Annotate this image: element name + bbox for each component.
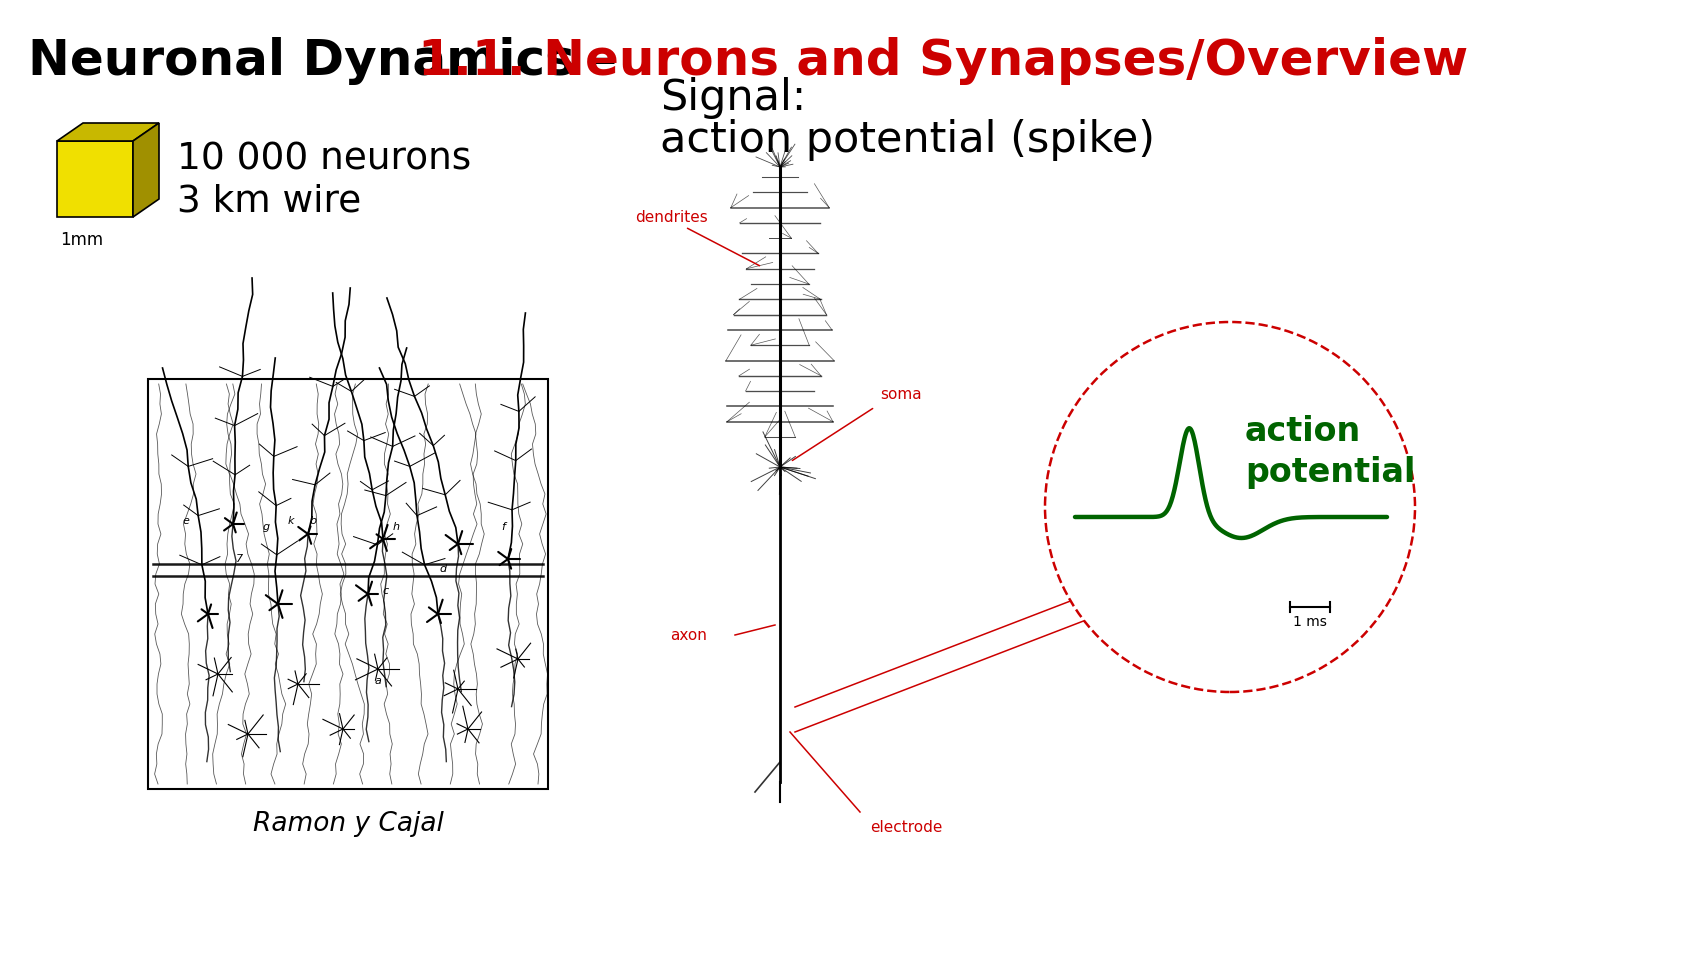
Text: 1mm: 1mm [60, 231, 104, 249]
Text: axon: axon [670, 628, 708, 642]
Text: a: a [374, 676, 381, 686]
Bar [148, 379, 548, 789]
Text: electrode: electrode [869, 820, 942, 835]
Text: e: e [182, 516, 189, 526]
Text: b: b [310, 516, 316, 526]
Text: 3 km wire: 3 km wire [177, 183, 361, 219]
Text: d: d [439, 564, 447, 574]
Polygon shape [58, 123, 158, 141]
Polygon shape [133, 123, 158, 217]
Text: dendrites: dendrites [634, 210, 708, 225]
Text: f: f [502, 522, 505, 532]
Text: action potential (spike): action potential (spike) [660, 119, 1155, 161]
Polygon shape [58, 141, 133, 217]
Text: Signal:: Signal: [660, 77, 806, 119]
Circle shape [1044, 322, 1415, 692]
Text: c: c [383, 586, 390, 596]
Text: g: g [262, 522, 269, 532]
Text: Ramon y Cajal: Ramon y Cajal [252, 811, 444, 837]
Text: action
potential: action potential [1245, 415, 1415, 489]
Text: Neuronal Dynamics –: Neuronal Dynamics – [27, 37, 634, 85]
Text: 1.1. Neurons and Synapses/Overview: 1.1. Neurons and Synapses/Overview [418, 37, 1468, 85]
Text: 7: 7 [236, 554, 243, 564]
Text: h: h [393, 522, 400, 532]
Text: 1 ms: 1 ms [1293, 615, 1327, 629]
Text: 10 000 neurons: 10 000 neurons [177, 141, 471, 177]
Text: soma: soma [879, 387, 922, 402]
Text: k: k [287, 516, 294, 526]
